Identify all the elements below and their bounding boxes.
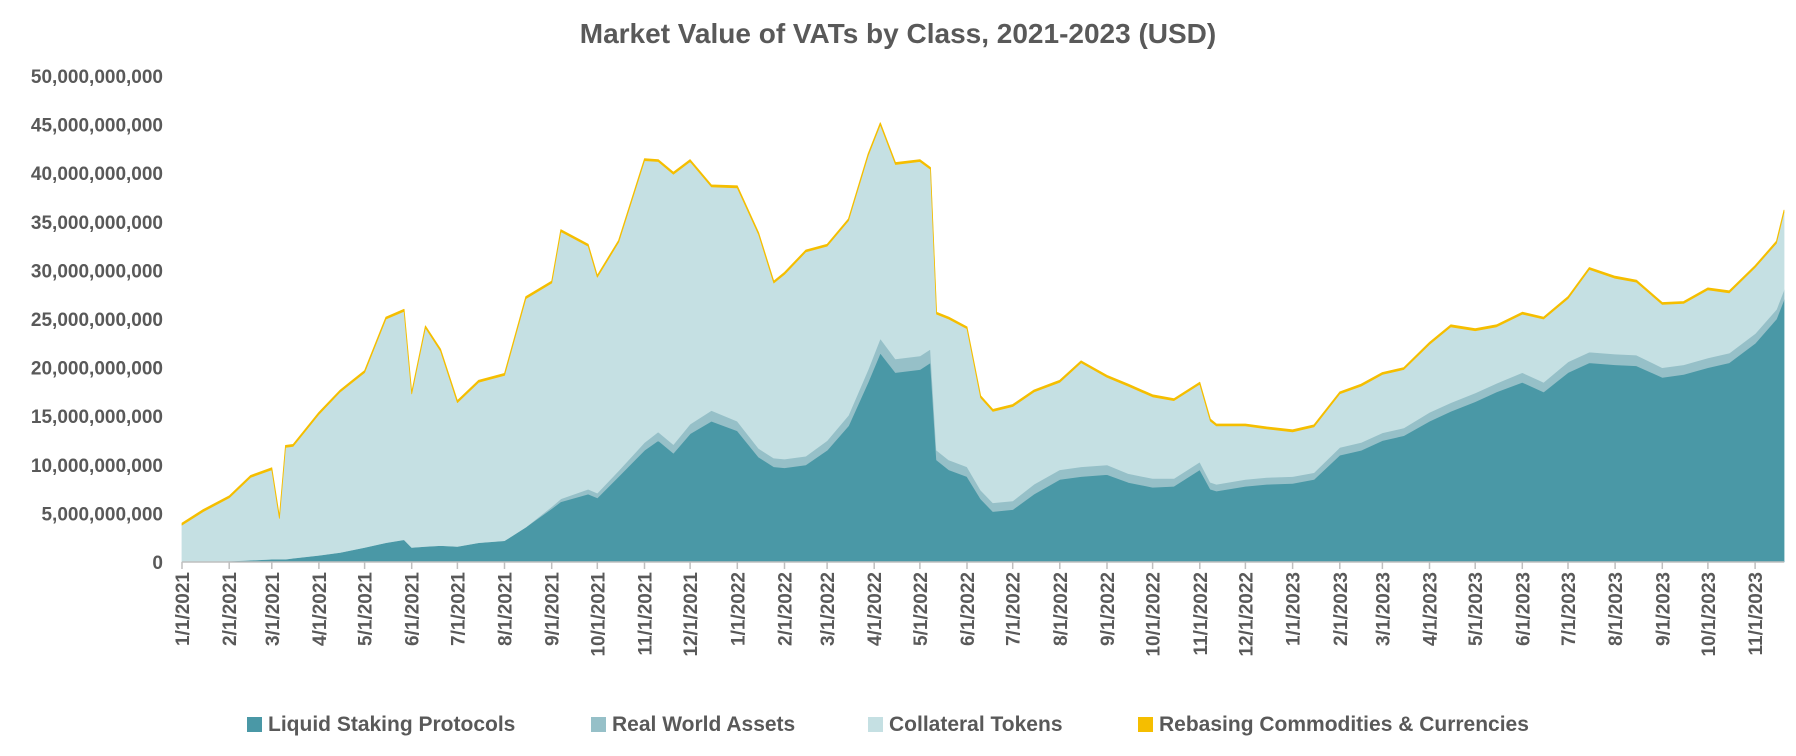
x-tick-label: 10/1/2023 bbox=[1699, 572, 1720, 657]
x-axis-ticks bbox=[181, 562, 1756, 569]
legend: Liquid Staking Protocols Real World Asset… bbox=[247, 713, 1529, 736]
y-tick-label: 10,000,000,000 bbox=[31, 456, 163, 477]
area-rebasing-commodities-and-currencies bbox=[181, 122, 1785, 526]
legend-swatch bbox=[591, 717, 606, 732]
y-tick-label: 25,000,000,000 bbox=[31, 310, 163, 331]
x-tick-label: 9/1/2021 bbox=[543, 572, 564, 646]
x-axis-labels: 1/1/2021 2/1/2021 3/1/2021 4/1/2021 5/1/2021… bbox=[173, 572, 1767, 657]
x-tick-label: 8/1/2022 bbox=[1051, 572, 1072, 646]
legend-swatch bbox=[247, 717, 262, 732]
x-tick-label: 10/1/2021 bbox=[588, 572, 609, 657]
x-tick-label: 4/1/2022 bbox=[865, 572, 886, 646]
x-tick-label: 3/1/2023 bbox=[1373, 572, 1394, 646]
y-tick-label: 45,000,000,000 bbox=[31, 116, 163, 137]
x-tick-label: 1/1/2022 bbox=[728, 572, 749, 646]
x-tick-label: 9/1/2023 bbox=[1653, 572, 1674, 646]
x-tick-label: 7/1/2022 bbox=[1004, 572, 1025, 646]
legend-swatch bbox=[868, 717, 883, 732]
x-tick-label: 11/1/2022 bbox=[1191, 572, 1212, 655]
x-tick-label: 2/1/2022 bbox=[776, 572, 797, 646]
x-tick-label: 6/1/2022 bbox=[958, 572, 979, 646]
y-tick-label: 5,000,000,000 bbox=[41, 504, 163, 525]
x-tick-label: 9/1/2022 bbox=[1098, 572, 1119, 646]
y-tick-label: 35,000,000,000 bbox=[31, 213, 163, 234]
x-tick-label: 4/1/2023 bbox=[1421, 572, 1442, 646]
y-tick-label: 40,000,000,000 bbox=[31, 164, 163, 185]
x-tick-label: 2/1/2021 bbox=[220, 572, 241, 646]
legend-label: Rebasing Commodities & Currencies bbox=[1159, 713, 1529, 736]
x-tick-label: 12/1/2022 bbox=[1236, 572, 1257, 657]
plot-areas bbox=[181, 122, 1785, 563]
x-tick-label: 6/1/2023 bbox=[1513, 572, 1534, 646]
x-tick-label: 5/1/2021 bbox=[356, 572, 377, 646]
x-tick-label: 4/1/2021 bbox=[310, 572, 331, 646]
x-tick-label: 10/1/2022 bbox=[1144, 572, 1165, 657]
x-tick-label: 3/1/2022 bbox=[818, 572, 839, 646]
y-tick-label: 15,000,000,000 bbox=[31, 407, 163, 428]
x-tick-label: 11/1/2021 bbox=[636, 572, 657, 656]
y-axis-labels: 0 5,000,000,000 10,000,000,000 15,000,000,0… bbox=[31, 67, 163, 574]
legend-label: Liquid Staking Protocols bbox=[268, 713, 515, 736]
legend-swatch bbox=[1138, 717, 1153, 732]
y-tick-label: 20,000,000,000 bbox=[31, 359, 163, 380]
x-tick-label: 1/1/2021 bbox=[173, 572, 194, 646]
x-tick-label: 1/1/2023 bbox=[1284, 572, 1305, 646]
x-tick-label: 8/1/2021 bbox=[496, 572, 517, 646]
x-tick-label: 2/1/2023 bbox=[1331, 572, 1352, 646]
x-tick-label: 8/1/2023 bbox=[1606, 572, 1627, 646]
y-tick-label: 0 bbox=[152, 553, 163, 574]
x-tick-label: 7/1/2023 bbox=[1559, 572, 1580, 646]
x-tick-label: 12/1/2021 bbox=[681, 572, 702, 657]
x-tick-label: 6/1/2021 bbox=[403, 572, 424, 646]
y-tick-label: 50,000,000,000 bbox=[31, 67, 163, 88]
legend-label: Real World Assets bbox=[612, 713, 795, 736]
legend-label: Collateral Tokens bbox=[889, 713, 1063, 736]
x-tick-label: 5/1/2023 bbox=[1466, 572, 1487, 646]
x-tick-label: 7/1/2021 bbox=[448, 572, 469, 646]
x-tick-label: 11/1/2023 bbox=[1746, 572, 1767, 655]
x-tick-label: 5/1/2022 bbox=[911, 572, 932, 646]
chart-title: Market Value of VATs by Class, 2021-2023… bbox=[580, 18, 1216, 49]
y-tick-label: 30,000,000,000 bbox=[31, 261, 163, 282]
x-tick-label: 3/1/2021 bbox=[263, 572, 284, 646]
